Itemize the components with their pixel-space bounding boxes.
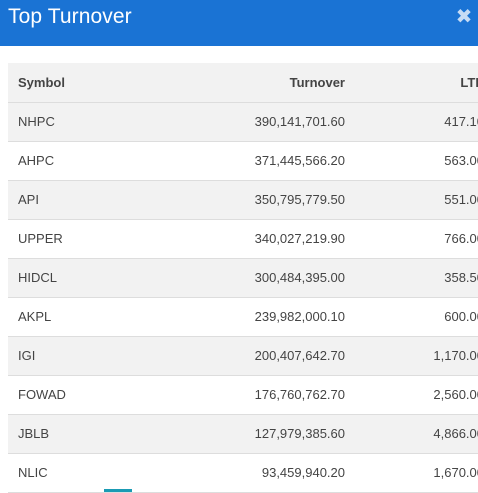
close-icon[interactable]: ✖ — [455, 6, 473, 28]
table-row[interactable]: NHPC 390,141,701.60 417.10 — [8, 102, 478, 142]
symbol-cell: HIDCL — [8, 258, 178, 298]
scroll-indicator — [104, 489, 132, 492]
turnover-cell: 340,027,219.90 — [178, 219, 345, 259]
turnover-cell: 200,407,642.70 — [178, 336, 345, 376]
table-row[interactable]: AHPC 371,445,566.20 563.00 — [8, 141, 478, 181]
table-row[interactable]: API 350,795,779.50 551.00 — [8, 180, 478, 220]
table-row[interactable]: IGI 200,407,642.70 1,170.00 — [8, 336, 478, 376]
turnover-table-panel: Symbol Turnover LTP NHPC 390,141,701.60 … — [8, 63, 478, 493]
ltp-cell: 417.10 — [345, 102, 478, 142]
table-row[interactable]: FOWAD 176,760,762.70 2,560.00 — [8, 375, 478, 415]
ltp-cell: 1,670.00 — [345, 453, 478, 493]
modal-title: Top Turnover — [8, 5, 132, 28]
turnover-cell: 93,459,940.20 — [178, 453, 345, 493]
turnover-cell: 350,795,779.50 — [178, 180, 345, 220]
symbol-cell: API — [8, 180, 178, 220]
symbol-cell: NHPC — [8, 102, 178, 142]
table-row[interactable]: HIDCL 300,484,395.00 358.50 — [8, 258, 478, 298]
symbol-cell: IGI — [8, 336, 178, 376]
turnover-cell: 390,141,701.60 — [178, 102, 345, 142]
turnover-cell: 176,760,762.70 — [178, 375, 345, 415]
symbol-cell: JBLB — [8, 414, 178, 454]
ltp-cell: 1,170.00 — [345, 336, 478, 376]
ltp-cell: 551.00 — [345, 180, 478, 220]
table-header-row: Symbol Turnover LTP — [8, 63, 478, 103]
turnover-cell: 371,445,566.20 — [178, 141, 345, 181]
symbol-cell: AKPL — [8, 297, 178, 337]
turnover-cell: 239,982,000.10 — [178, 297, 345, 337]
table-row[interactable]: AKPL 239,982,000.10 600.00 — [8, 297, 478, 337]
turnover-cell: 300,484,395.00 — [178, 258, 345, 298]
symbol-cell: AHPC — [8, 141, 178, 181]
turnover-cell: 127,979,385.60 — [178, 414, 345, 454]
turnover-table: Symbol Turnover LTP NHPC 390,141,701.60 … — [8, 63, 478, 493]
symbol-cell: FOWAD — [8, 375, 178, 415]
column-header-turnover[interactable]: Turnover — [178, 63, 345, 103]
ltp-cell: 600.00 — [345, 297, 478, 337]
ltp-cell: 358.50 — [345, 258, 478, 298]
table-row[interactable]: UPPER 340,027,219.90 766.00 — [8, 219, 478, 259]
ltp-cell: 4,866.00 — [345, 414, 478, 454]
table-row[interactable]: NLIC 93,459,940.20 1,670.00 — [8, 453, 478, 493]
column-header-ltp[interactable]: LTP — [345, 63, 478, 103]
column-header-symbol[interactable]: Symbol — [8, 63, 178, 103]
modal-header: Top Turnover ✖ — [0, 0, 478, 46]
ltp-cell: 766.00 — [345, 219, 478, 259]
table-row[interactable]: JBLB 127,979,385.60 4,866.00 — [8, 414, 478, 454]
symbol-cell: UPPER — [8, 219, 178, 259]
symbol-cell: NLIC — [8, 453, 178, 493]
ltp-cell: 2,560.00 — [345, 375, 478, 415]
ltp-cell: 563.00 — [345, 141, 478, 181]
